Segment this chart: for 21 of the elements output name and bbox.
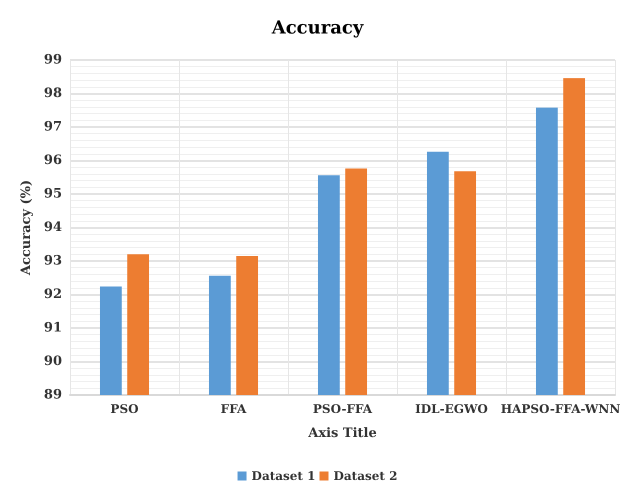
y-tick-label: 91 bbox=[44, 320, 62, 336]
y-tick-label: 93 bbox=[44, 254, 62, 268]
legend-label: Dataset 2 bbox=[334, 469, 398, 483]
x-tick-label: HAPSO-FFA-WNN bbox=[500, 402, 620, 416]
x-axis-title: Axis Title bbox=[307, 426, 377, 441]
x-tick-label: FFA bbox=[220, 402, 248, 416]
x-tick-label: PSO-FFA bbox=[312, 402, 373, 416]
y-tick-label: 95 bbox=[44, 186, 62, 202]
x-tick-label: PSO bbox=[110, 402, 139, 416]
x-tick-label: IDL-EGWO bbox=[415, 402, 488, 416]
y-tick-label: 94 bbox=[44, 220, 62, 235]
y-tick-label: 99 bbox=[44, 52, 62, 68]
chart-title: Accuracy bbox=[270, 18, 364, 38]
legend-label: Dataset 1 bbox=[252, 469, 316, 483]
y-tick-label: 98 bbox=[44, 86, 62, 101]
y-tick-label: 92 bbox=[44, 287, 62, 302]
y-tick-label: 90 bbox=[44, 354, 62, 369]
y-tick-label: 96 bbox=[44, 153, 62, 168]
y-tick-label: 97 bbox=[44, 120, 62, 134]
y-tick-label: 89 bbox=[44, 388, 62, 402]
y-axis-title: Accuracy (%) bbox=[19, 180, 34, 276]
